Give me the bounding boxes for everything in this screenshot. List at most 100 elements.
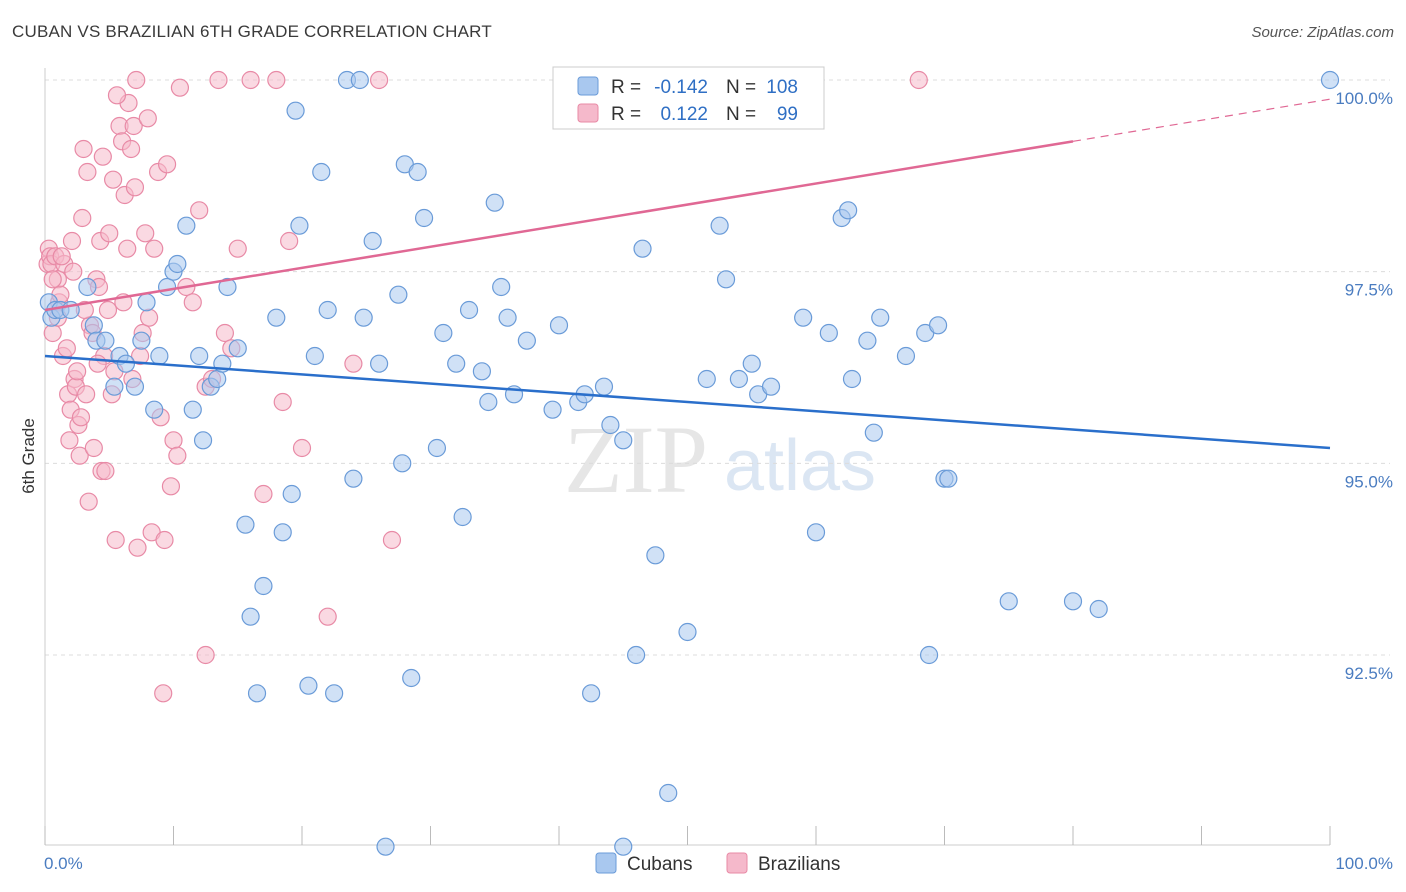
cubans-point [819, 323, 838, 343]
cubans-point [485, 193, 504, 212]
cubans-point [498, 308, 517, 327]
brazilians-point [96, 461, 115, 481]
cubans-point [659, 783, 678, 803]
y-axis-title: 6th Grade [19, 418, 38, 494]
cubans-point [842, 369, 862, 389]
cubans-point [183, 400, 202, 419]
brazilians-point [168, 446, 187, 465]
cubans-point [729, 369, 749, 389]
brazilians-point [280, 231, 299, 251]
cubans-point [193, 431, 213, 450]
cubans-point [939, 469, 958, 488]
grid [45, 79, 1390, 656]
brazilians-point [128, 538, 147, 557]
brazilians-point [64, 262, 83, 281]
brazilians-point [139, 308, 159, 327]
cubans-point [282, 484, 301, 504]
bottom-legend-brazilians: Brazilians [758, 854, 840, 875]
cubans-point [247, 684, 267, 703]
brazilians-point [62, 231, 82, 251]
brazilians-point [254, 484, 273, 504]
cubans-point [132, 331, 151, 350]
cubans-point [168, 254, 187, 274]
cubans-point [105, 377, 124, 396]
cubans-point [626, 645, 646, 665]
cubans-point [858, 331, 877, 350]
brazilians-point [344, 354, 363, 373]
legend-r-label-brazilians: R = [611, 104, 641, 125]
cubans-point [896, 346, 916, 366]
cubans-point [472, 362, 491, 381]
cubans-point [492, 277, 511, 297]
brazilians-point [215, 323, 234, 343]
cubans-trend-line [44, 354, 1331, 450]
brazilians-point [209, 70, 228, 90]
cubans-point [137, 293, 156, 312]
brazilians-point [127, 70, 146, 90]
brazilians-point [79, 492, 98, 511]
cubans-point [325, 684, 344, 703]
x-ticks [44, 826, 1331, 845]
brazilians-point [70, 446, 89, 465]
brazilians-point [292, 438, 312, 458]
brazilians-point [68, 362, 87, 381]
brazilians-point [154, 684, 173, 703]
brazilians-point [77, 385, 96, 404]
cubans-point [318, 300, 337, 320]
legend-r-brazilians: 0.122 [660, 104, 708, 125]
brazilians-point [124, 116, 143, 136]
cubans-point [633, 239, 652, 258]
cubans-point [447, 354, 466, 373]
cubans-point [290, 216, 309, 235]
brazilians-point [370, 70, 389, 90]
cubans-point [549, 316, 569, 335]
cubans-point [254, 576, 273, 596]
legend-n-label-brazilians: N = [726, 104, 756, 125]
cubans-point [919, 645, 939, 665]
cubans-point [157, 277, 177, 297]
brazilians-point [183, 293, 202, 312]
chart-title: CUBAN VS BRAZILIAN 6TH GRADE CORRELATION… [12, 22, 492, 41]
cubans-point [84, 316, 103, 335]
cubans-point [150, 346, 169, 366]
legend-r-cubans: -0.142 [654, 77, 708, 98]
brazilians-point [267, 70, 286, 90]
brazilians-point [138, 109, 157, 128]
brazilians-point [196, 645, 215, 665]
brazilians-point [157, 155, 177, 174]
cubans-point [601, 415, 620, 435]
cubans-point [839, 201, 858, 220]
cubans-point [646, 546, 665, 565]
cubans-point [408, 162, 427, 182]
cubans-point [218, 277, 237, 297]
brazilians-point [228, 239, 247, 258]
source-label: Source: ZipAtlas.com [1251, 24, 1394, 41]
brazilians-point [164, 431, 183, 450]
legend-r-label-cubans: R = [611, 77, 641, 98]
cubans-point [267, 308, 286, 327]
cubans-point [1320, 70, 1340, 90]
cubans-point [273, 523, 292, 542]
cubans-point [697, 369, 716, 389]
bottom-legend: Cubans Brazilians [595, 852, 840, 875]
brazilians-trend-line [44, 140, 1074, 312]
legend-swatch-cubans [577, 76, 599, 96]
trend-lines [44, 98, 1331, 450]
cubans-point [241, 607, 260, 626]
cubans-point [228, 339, 247, 358]
cubans-point [376, 837, 395, 856]
bottom-legend-swatch-cubans [595, 852, 617, 874]
legend: R = -0.142 N = 108 R = 0.122 N = 99 [552, 66, 825, 130]
brazilians-point [60, 431, 79, 450]
brazilians-trend-line-extension [1072, 98, 1331, 142]
cubans-point [928, 316, 948, 335]
cubans-point [614, 431, 633, 450]
cubans-point [543, 400, 562, 419]
brazilians-point [190, 201, 209, 220]
cubans-point [190, 346, 209, 366]
cubans-point [125, 377, 145, 396]
brazilians-point [170, 78, 190, 97]
cubans-point [350, 70, 369, 90]
cubans-point [363, 231, 382, 251]
cubans-point [389, 285, 408, 304]
